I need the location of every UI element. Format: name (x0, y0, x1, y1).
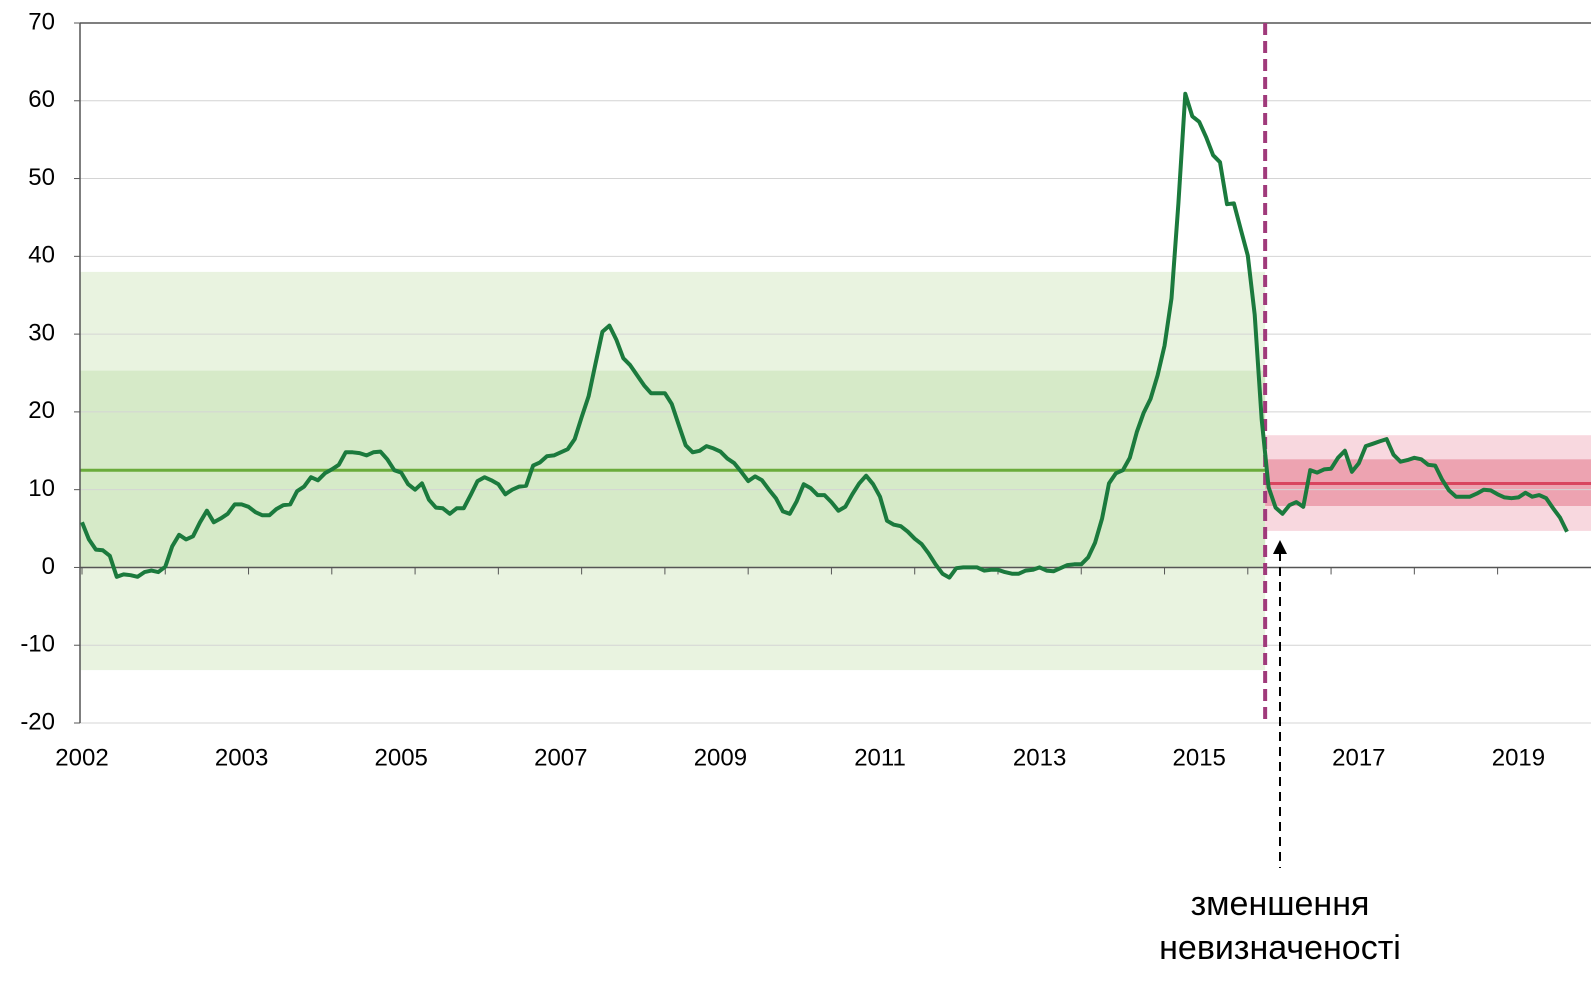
x-tick-label: 2019 (1492, 744, 1545, 771)
annotation-text: невизначеності (1159, 929, 1401, 967)
x-tick-label: 2003 (215, 744, 268, 771)
x-tick-label: 2013 (1013, 744, 1066, 771)
annotation-text: зменшення (1191, 885, 1370, 923)
y-tick-label: -10 (20, 631, 55, 658)
x-tick-label: 2015 (1173, 744, 1226, 771)
x-tick-label: 2005 (375, 744, 428, 771)
x-tick-label: 2002 (55, 744, 108, 771)
y-tick-label: 50 (28, 164, 55, 191)
y-tick-label: 40 (28, 242, 55, 269)
y-tick-label: 0 (42, 553, 55, 580)
y-tick-label: 70 (28, 8, 55, 35)
annotation-arrow (1273, 540, 1287, 554)
x-tick-label: 2007 (534, 744, 587, 771)
y-tick-label: -20 (20, 708, 55, 735)
y-tick-label: 60 (28, 86, 55, 113)
x-tick-label: 2017 (1332, 744, 1385, 771)
y-tick-label: 30 (28, 319, 55, 346)
x-tick-label: 2009 (694, 744, 747, 771)
y-tick-label: 10 (28, 475, 55, 502)
y-tick-label: 20 (28, 397, 55, 424)
series-line (80, 91, 1569, 580)
x-tick-label: 2011 (854, 744, 906, 771)
